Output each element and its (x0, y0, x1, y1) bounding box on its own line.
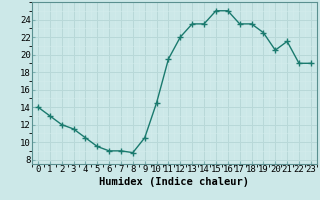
X-axis label: Humidex (Indice chaleur): Humidex (Indice chaleur) (100, 177, 249, 187)
